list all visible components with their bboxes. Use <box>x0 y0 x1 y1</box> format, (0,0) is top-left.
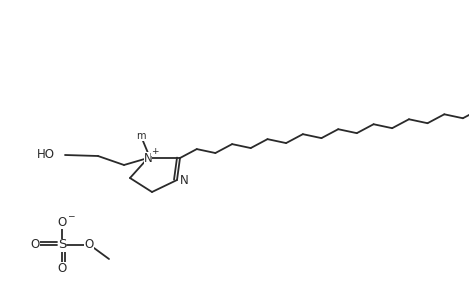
Text: m: m <box>136 131 146 141</box>
Text: N: N <box>144 151 152 165</box>
Text: −: − <box>67 211 75 220</box>
Text: O: O <box>84 238 94 252</box>
Text: +: + <box>151 146 159 156</box>
Text: S: S <box>58 238 66 252</box>
Text: HO: HO <box>37 148 55 162</box>
Text: O: O <box>57 216 67 228</box>
Text: N: N <box>180 173 189 187</box>
Text: O: O <box>30 238 39 252</box>
Text: O: O <box>57 261 67 274</box>
